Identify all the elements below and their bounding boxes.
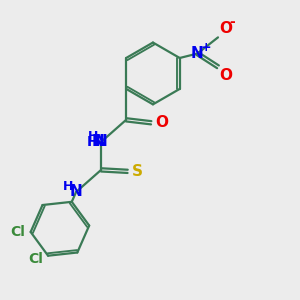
Text: S: S bbox=[131, 164, 142, 179]
Text: +: + bbox=[200, 41, 211, 54]
Text: -: - bbox=[229, 15, 235, 29]
Text: H: H bbox=[87, 135, 98, 149]
Text: N: N bbox=[70, 184, 83, 200]
Text: O: O bbox=[220, 21, 232, 36]
Text: N: N bbox=[92, 134, 105, 149]
Text: Cl: Cl bbox=[11, 225, 26, 239]
Text: N: N bbox=[191, 46, 204, 61]
Text: H: H bbox=[88, 130, 98, 143]
Text: O: O bbox=[155, 115, 168, 130]
Text: O: O bbox=[220, 68, 232, 83]
Text: H: H bbox=[63, 180, 73, 193]
Text: Cl: Cl bbox=[28, 252, 43, 266]
Text: N: N bbox=[95, 134, 107, 149]
